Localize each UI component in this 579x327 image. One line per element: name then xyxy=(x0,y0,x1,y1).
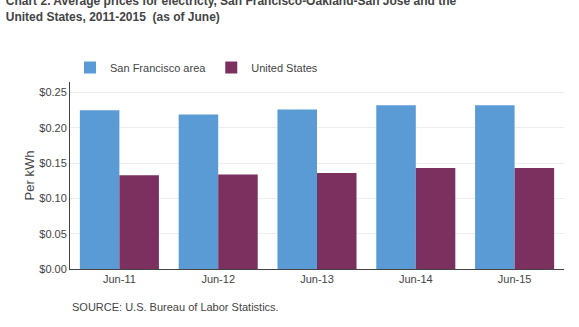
svg-text:Per kWh: Per kWh xyxy=(22,151,37,201)
svg-text:SOURCE: U.S. Bureau of Labor S: SOURCE: U.S. Bureau of Labor Statistics. xyxy=(72,301,279,313)
svg-text:Jun-13: Jun-13 xyxy=(300,273,334,285)
svg-text:$0.15: $0.15 xyxy=(39,157,67,169)
svg-text:Jun-12: Jun-12 xyxy=(201,273,235,285)
svg-text:$0.05: $0.05 xyxy=(39,228,67,240)
svg-text:Jun-14: Jun-14 xyxy=(399,273,433,285)
svg-text:Jun-11: Jun-11 xyxy=(103,273,136,285)
svg-text:United States: United States xyxy=(251,62,318,74)
svg-text:$0.20: $0.20 xyxy=(39,122,67,134)
svg-text:Jun-15: Jun-15 xyxy=(498,273,532,285)
svg-text:Chart 2. Average prices for el: Chart 2. Average prices for electricty, … xyxy=(6,0,457,24)
svg-text:$0.00: $0.00 xyxy=(39,263,67,275)
svg-text:$0.10: $0.10 xyxy=(39,192,67,204)
svg-text:San Francisco area: San Francisco area xyxy=(110,62,206,74)
svg-text:$0.25: $0.25 xyxy=(39,86,67,98)
